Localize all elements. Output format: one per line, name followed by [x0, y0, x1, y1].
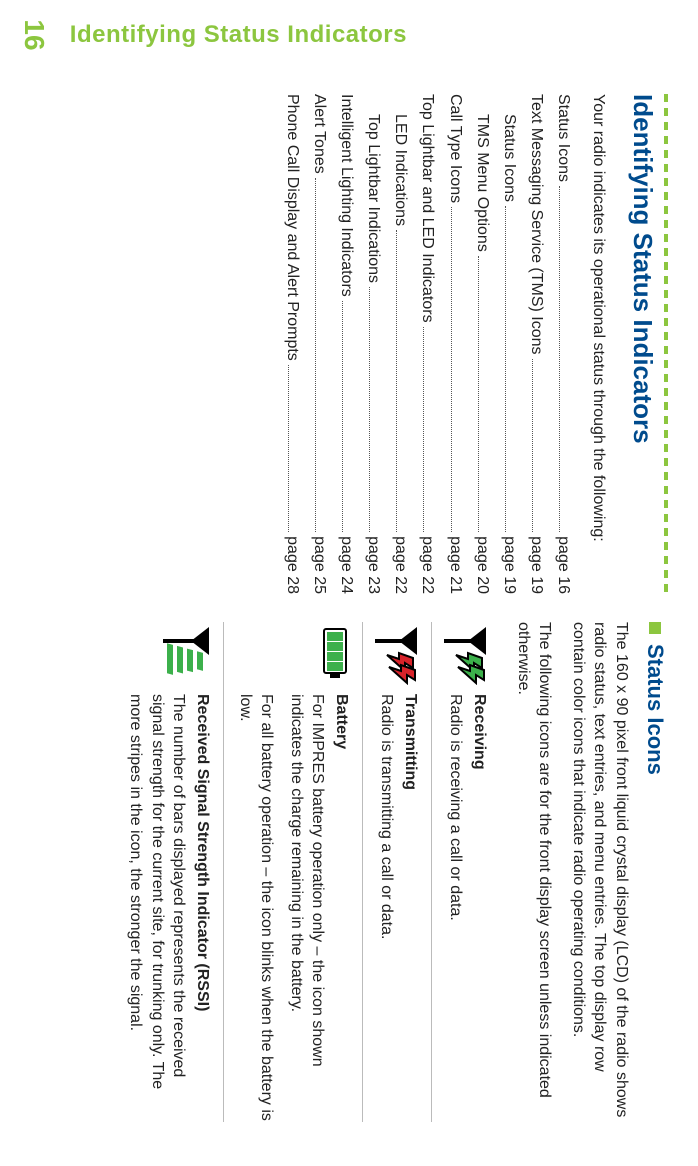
icon-box: [442, 622, 490, 688]
page-root: Identifying Status Indicators 16 Identif…: [0, 0, 698, 1166]
toc-page: page 19: [498, 536, 521, 594]
toc-dots: [505, 206, 519, 532]
toc-page: page 20: [471, 536, 494, 594]
toc-label: Status Icons: [552, 94, 575, 182]
toc-page: page 19: [525, 536, 548, 594]
content: Identifying Status Indicators Your radio…: [0, 70, 698, 1166]
toc-dots: [532, 359, 546, 533]
icon-item: Received Signal Strength Indicator (RSSI…: [115, 622, 224, 1122]
status-intro-1: The 160 x 90 pixel front liquid crystal …: [567, 622, 632, 1122]
toc-label: LED Indications: [389, 94, 412, 226]
toc-label: TMS Menu Options: [471, 94, 494, 252]
sub-heading-row: Status Icons: [642, 622, 668, 1122]
toc-page: page 24: [335, 536, 358, 594]
toc-page: page 25: [308, 536, 331, 594]
toc-row: Text Messaging Service (TMS) Icons page 1…: [525, 94, 548, 594]
toc-dots: [315, 178, 329, 532]
toc-page: page 28: [280, 536, 303, 594]
sidebar: Identifying Status Indicators 16: [0, 0, 698, 70]
icon-title: Transmitting: [399, 694, 421, 1122]
toc-label: Top Lightbar and LED Indicators: [416, 94, 439, 323]
icon-item: ReceivingRadio is receiving a call or da…: [432, 622, 500, 1122]
icon-title: Battery: [330, 694, 352, 1122]
toc-row: Phone Call Display and Alert Prompts page…: [280, 94, 303, 594]
icon-list: ReceivingRadio is receiving a call or da…: [115, 622, 500, 1122]
icon-text: TransmittingRadio is transmitting a call…: [376, 688, 421, 1122]
toc-label: Text Messaging Service (TMS) Icons: [525, 94, 548, 355]
icon-box: [161, 622, 213, 688]
toc-row: Top Lightbar and LED Indicators page 22: [416, 94, 439, 594]
toc-label: Phone Call Display and Alert Prompts: [280, 94, 303, 361]
icon-item: TransmittingRadio is transmitting a call…: [363, 622, 432, 1122]
toc-dots: [423, 327, 437, 533]
icon-text: Received Signal Strength Indicator (RSSI…: [125, 688, 213, 1122]
toc-row: TMS Menu Options page 20: [471, 94, 494, 594]
icon-text: ReceivingRadio is receiving a call or da…: [445, 688, 490, 1122]
toc: Status Iconspage 16Text Messaging Servic…: [280, 94, 575, 594]
toc-label: Top Lightbar Indications: [362, 94, 385, 283]
battery-icon: [320, 627, 350, 683]
page-number: 16: [18, 19, 50, 50]
receiving-icon: [442, 625, 488, 685]
toc-row: Alert Tones page 25: [308, 94, 331, 594]
toc-dots: [396, 230, 410, 532]
toc-page: page 23: [362, 536, 385, 594]
sub-heading: Status Icons: [642, 644, 668, 775]
toc-dots: [288, 365, 302, 532]
icon-text: BatteryFor IMPRES battery operation only…: [234, 688, 352, 1122]
main-heading: Identifying Status Indicators: [627, 94, 658, 594]
toc-row: Top Lightbar Indications page 23: [362, 94, 385, 594]
toc-dots: [342, 301, 356, 532]
toc-label: Call Type Icons: [443, 94, 466, 203]
dashed-rule: [664, 94, 668, 594]
toc-row: Status Icons page 19: [498, 94, 521, 594]
toc-page: page 22: [389, 536, 412, 594]
icon-body-2: For all battery operation – the icon bli…: [234, 694, 277, 1122]
status-intro-2: The following icons are for the front di…: [512, 622, 555, 1122]
transmitting-icon: [373, 625, 419, 685]
toc-page: page 16: [552, 536, 575, 594]
heading-bullet: [649, 622, 661, 634]
toc-row: Status Icons page 16: [552, 94, 575, 594]
left-column: Identifying Status Indicators Your radio…: [20, 80, 668, 608]
icon-title: Receiving: [468, 694, 490, 1122]
intro-text: Your radio indicates its operational sta…: [587, 94, 609, 594]
icon-box: [373, 622, 421, 688]
toc-label: Alert Tones: [308, 94, 331, 174]
toc-page: page 21: [443, 536, 466, 594]
icon-title: Received Signal Strength Indicator (RSSI…: [191, 694, 213, 1122]
icon-item: BatteryFor IMPRES battery operation only…: [224, 622, 363, 1122]
toc-page: page 22: [416, 536, 439, 594]
icon-body: The number of bars displayed represents …: [127, 694, 187, 1089]
right-column: Status Icons The 160 x 90 pixel front li…: [20, 608, 668, 1136]
rssi-icon: [161, 625, 211, 685]
toc-dots: [478, 256, 492, 532]
toc-dots: [451, 207, 465, 532]
toc-dots: [559, 186, 573, 532]
icon-body: For IMPRES battery operation only – the …: [288, 694, 327, 1067]
toc-row: Intelligent Lighting Indicators page 24: [335, 94, 358, 594]
toc-label: Status Icons: [498, 94, 521, 202]
icon-box: [320, 622, 352, 688]
side-title: Identifying Status Indicators: [70, 21, 407, 49]
toc-dots: [369, 287, 383, 532]
toc-row: Call Type Icons page 21: [443, 94, 466, 594]
icon-body: Radio is receiving a call or data.: [447, 694, 464, 921]
toc-label: Intelligent Lighting Indicators: [335, 94, 358, 297]
icon-body: Radio is transmitting a call or data.: [378, 694, 395, 939]
toc-row: LED Indications page 22: [389, 94, 412, 594]
